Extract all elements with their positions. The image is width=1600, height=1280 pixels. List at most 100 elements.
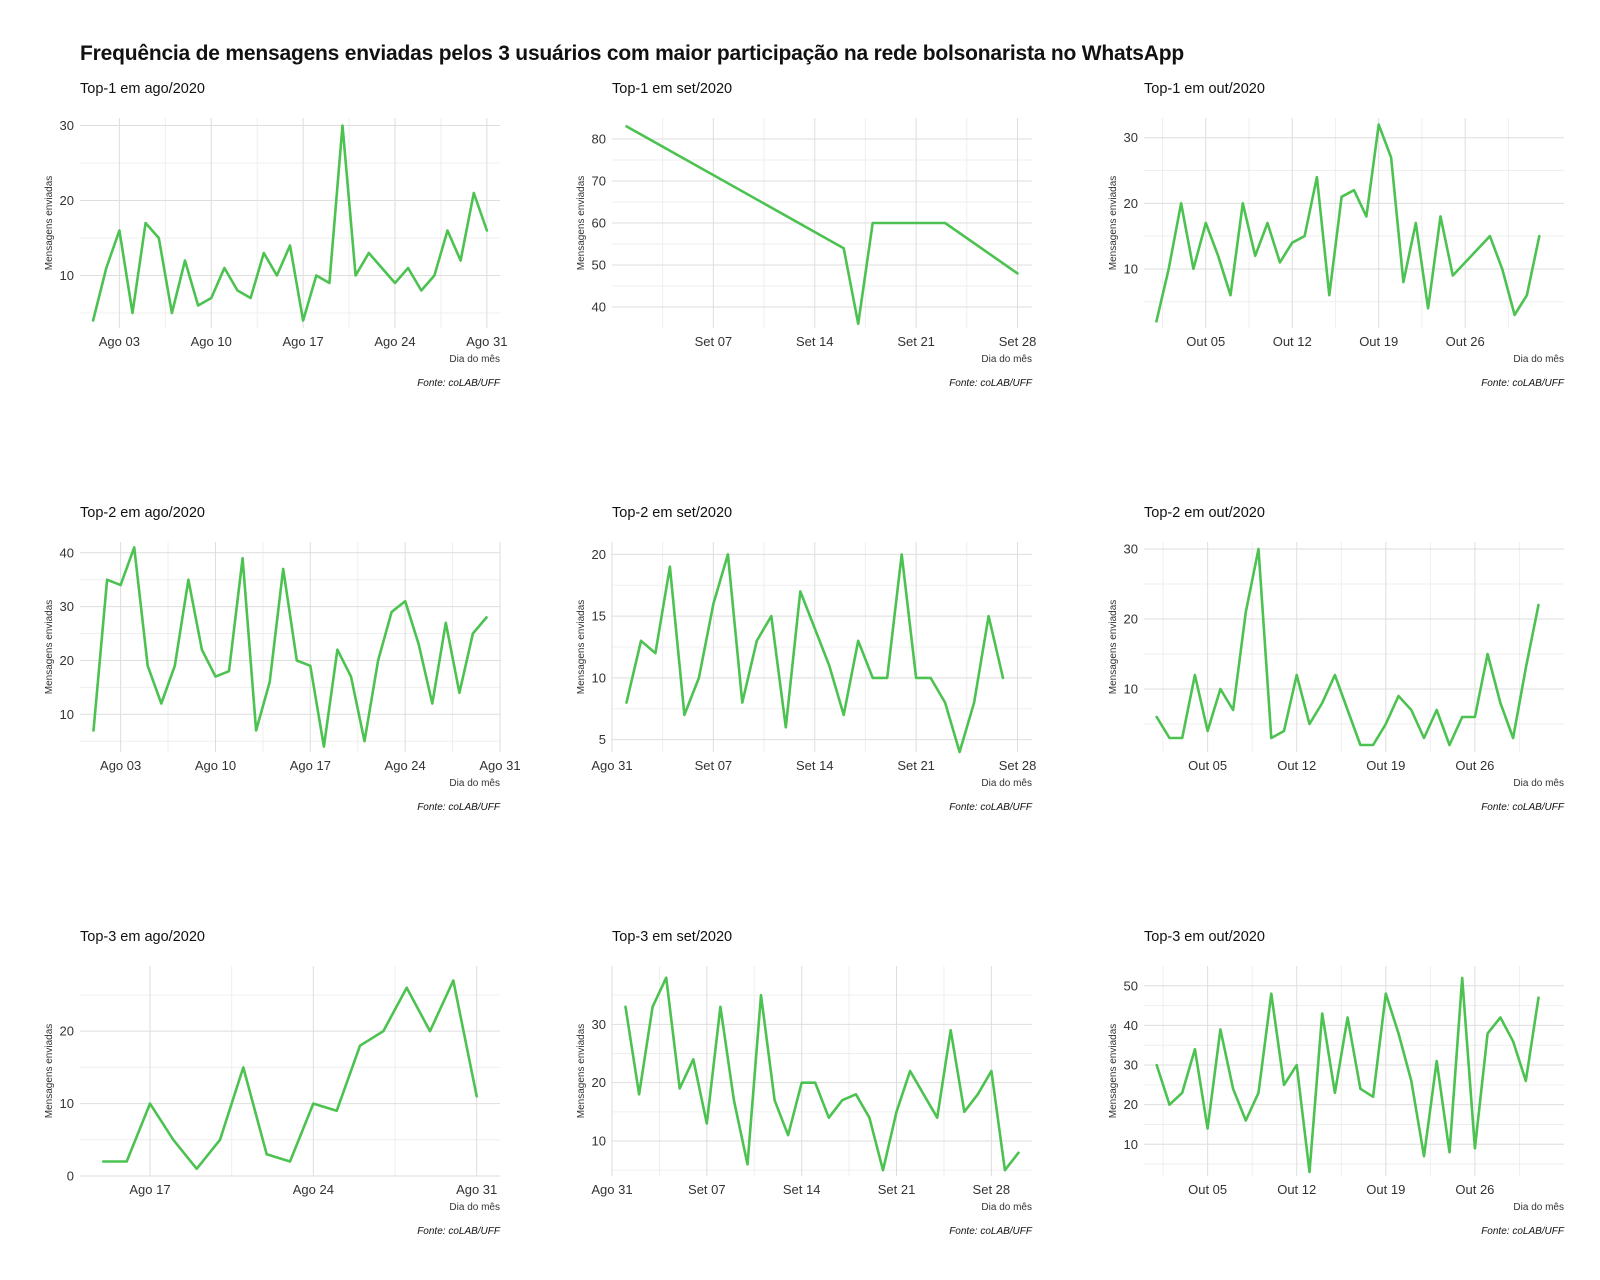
x-axis-label: Dia do mês — [449, 778, 500, 789]
y-axis-label: Mensagens enviadas — [1108, 600, 1119, 695]
x-axis-label: Dia do mês — [981, 354, 1032, 365]
x-tick-label: Set 28 — [999, 758, 1037, 773]
x-tick-label: Out 12 — [1277, 758, 1316, 773]
x-tick-label: Out 05 — [1186, 334, 1225, 349]
x-tick-label: Set 21 — [897, 758, 935, 773]
y-tick-label: 10 — [60, 1096, 74, 1111]
y-tick-label: 40 — [1124, 1018, 1138, 1033]
chart-panel-3: 10 20 30 Out 05 Out 12 Out 19 Out 26 Top-1 em o… — [1108, 81, 1565, 389]
y-axis-label: Mensagens enviadas — [576, 176, 587, 271]
chart-panel-5: 5 10 15 20 Ago 31 Set 07 Set 14 Set 21 Set 28 Top… — [576, 505, 1036, 813]
y-tick-label: 10 — [1124, 1137, 1138, 1152]
x-tick-label: Set 21 — [878, 1182, 916, 1197]
x-tick-label: Out 05 — [1188, 1182, 1227, 1197]
y-tick-label: 70 — [592, 174, 606, 189]
x-tick-label: Ago 17 — [290, 758, 331, 773]
chart-panel-1: 10 20 30 Ago 03 Ago 10 Ago 17 Ago 24 Ago 31 Top-… — [44, 81, 507, 389]
x-tick-label: Ago 10 — [191, 334, 232, 349]
x-tick-label: Ago 24 — [374, 334, 415, 349]
chart-panel-4: 10 20 30 40 Ago 03 Ago 10 Ago 17 Ago 24 Ago 31 To… — [44, 505, 521, 813]
chart-panel-6: 10 20 30 Out 05 Out 12 Out 19 Out 26 Top-2 em o… — [1108, 505, 1565, 813]
y-axis-label: Mensagens enviadas — [576, 600, 587, 695]
panel-title: Top-2 em set/2020 — [612, 505, 732, 521]
source-caption: Fonte: coLAB/UFF — [1481, 378, 1565, 389]
y-tick-label: 30 — [60, 599, 74, 614]
main-title: Frequência de mensagens enviadas pelos 3… — [80, 42, 1184, 65]
y-tick-label: 20 — [60, 193, 74, 208]
source-caption: Fonte: coLAB/UFF — [417, 1226, 501, 1237]
x-tick-label: Set 28 — [999, 334, 1037, 349]
x-axis-label: Dia do mês — [449, 354, 500, 365]
y-tick-label: 50 — [592, 258, 606, 273]
x-tick-label: Set 07 — [695, 758, 733, 773]
x-tick-label: Out 12 — [1273, 334, 1312, 349]
chart-panel-8: 10 20 30 Ago 31 Set 07 Set 14 Set 21 Set 28 Top-… — [576, 929, 1033, 1237]
source-caption: Fonte: coLAB/UFF — [417, 802, 501, 813]
y-tick-label: 30 — [60, 118, 74, 133]
y-tick-label: 20 — [592, 1075, 606, 1090]
source-caption: Fonte: coLAB/UFF — [417, 378, 501, 389]
x-axis-label: Dia do mês — [1513, 1202, 1564, 1213]
x-tick-label: Ago 03 — [99, 334, 140, 349]
series-line — [1155, 976, 1540, 1174]
x-tick-label: Ago 24 — [293, 1182, 334, 1197]
series-line — [92, 546, 488, 748]
y-axis-label: Mensagens enviadas — [44, 1024, 55, 1119]
x-axis-label: Dia do mês — [1513, 778, 1564, 789]
series-line — [1155, 547, 1540, 747]
panel-title: Top-1 em set/2020 — [612, 81, 732, 97]
panel-title: Top-2 em ago/2020 — [80, 505, 205, 521]
y-tick-label: 10 — [1124, 261, 1138, 276]
x-tick-label: Out 26 — [1446, 334, 1485, 349]
chart-panel-9: 10 20 30 40 50 Out 05 Out 12 Out 19 Out 26 Top-3 … — [1108, 929, 1565, 1237]
x-tick-label: Set 07 — [695, 334, 733, 349]
y-tick-label: 40 — [60, 545, 74, 560]
x-tick-label: Ago 31 — [479, 758, 520, 773]
x-tick-label: Out 12 — [1277, 1182, 1316, 1197]
chart-panel-7: 0 10 20 Ago 17 Ago 24 Ago 31 Top-3 em ago/2020… — [44, 929, 501, 1237]
series-line — [102, 979, 478, 1171]
y-tick-label: 15 — [592, 609, 606, 624]
x-tick-label: Set 14 — [796, 758, 834, 773]
source-caption: Fonte: coLAB/UFF — [949, 802, 1033, 813]
y-tick-label: 20 — [60, 1024, 74, 1039]
y-tick-label: 20 — [592, 547, 606, 562]
x-tick-label: Ago 03 — [100, 758, 141, 773]
y-tick-label: 10 — [592, 1134, 606, 1149]
y-axis-label: Mensagens enviadas — [576, 1024, 587, 1119]
x-axis-label: Dia do mês — [981, 1202, 1032, 1213]
x-tick-label: Set 21 — [897, 334, 935, 349]
x-tick-label: Ago 17 — [283, 334, 324, 349]
x-tick-label: Ago 31 — [466, 334, 507, 349]
y-tick-label: 0 — [67, 1169, 74, 1184]
y-tick-label: 20 — [60, 653, 74, 668]
y-tick-label: 10 — [60, 268, 74, 283]
chart-panel-2: 40 50 60 70 80 Set 07 Set 14 Set 21 Set 28 Top-1 … — [576, 81, 1036, 389]
source-caption: Fonte: coLAB/UFF — [1481, 1226, 1565, 1237]
series-line — [1155, 123, 1541, 323]
x-tick-label: Out 26 — [1455, 758, 1494, 773]
series-line — [625, 125, 1019, 326]
source-caption: Fonte: coLAB/UFF — [949, 1226, 1033, 1237]
x-tick-label: Ago 31 — [591, 1182, 632, 1197]
x-tick-label: Set 14 — [796, 334, 834, 349]
source-caption: Fonte: coLAB/UFF — [949, 378, 1033, 389]
x-tick-label: Out 26 — [1455, 1182, 1494, 1197]
y-axis-label: Mensagens enviadas — [1108, 1024, 1119, 1119]
y-tick-label: 30 — [1124, 130, 1138, 145]
y-tick-label: 60 — [592, 216, 606, 231]
y-tick-label: 30 — [1124, 1058, 1138, 1073]
y-tick-label: 40 — [592, 300, 606, 315]
series-line — [624, 976, 1020, 1172]
x-tick-label: Set 07 — [688, 1182, 726, 1197]
x-axis-label: Dia do mês — [981, 778, 1032, 789]
y-tick-label: 10 — [1124, 682, 1138, 697]
y-tick-label: 5 — [599, 732, 606, 747]
panel-title: Top-3 em ago/2020 — [80, 929, 205, 945]
x-axis-label: Dia do mês — [1513, 354, 1564, 365]
x-tick-label: Out 19 — [1359, 334, 1398, 349]
x-tick-label: Set 14 — [783, 1182, 821, 1197]
y-tick-label: 20 — [1124, 1097, 1138, 1112]
y-tick-label: 10 — [592, 670, 606, 685]
